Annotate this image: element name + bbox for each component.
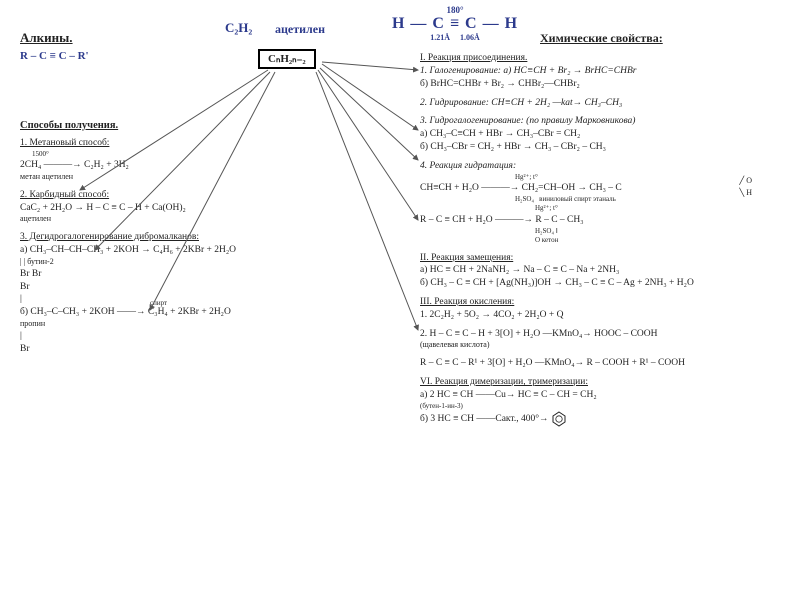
s3-e1: 1. 2C₂H₂ + 5O₂ → 4CO₂ + 2H₂O + Q: [420, 309, 790, 322]
s1-g4r-cond: Hg²⁺; t°: [535, 204, 790, 213]
method-2-eq: CaC₂ + 2H₂O → H – C ≡ C – H + Ca(OH)₂: [20, 202, 330, 215]
general-formula: CₙH₂ₙ₋₂: [258, 49, 316, 69]
s1-g3b: б) CH₃–CBr = CH₂ + HBr → CH₃ – CBr₂ – CH…: [420, 141, 790, 154]
m3-b1: б) CH₃–C–CH₃ + 2KOH ——→ C₃H₄ + 2KBr + 2H…: [20, 307, 231, 317]
sec1-title: I. Реакция присоединения.: [420, 52, 790, 65]
sec4-title: VI. Реакция димеризации, тримеризации:: [420, 376, 790, 389]
s4-a: а) 2 HC ≡ CH ——Cu→ HC ≡ C – CH = CH₂: [420, 390, 597, 400]
s4-a-lab: (бутен-1-ин-3): [420, 402, 790, 411]
s1-g3: 3. Гидрогалогенирование: (по правилу Мар…: [420, 115, 790, 128]
right-column: Химические свойства: I. Реакция присоеди…: [420, 30, 790, 427]
s1-g4r2: H₂SO₄ ‖: [535, 227, 790, 236]
s1-g4h: H: [746, 188, 752, 197]
s1-g4r: R – C ≡ CH + H₂O ———→ R – C – CH₃: [420, 214, 790, 227]
header-c2h2: C₂H₂: [225, 20, 252, 36]
method-1: 1. Метановый способ: 1500° 2CH₄ ———→ C₂H…: [20, 137, 330, 183]
m3-b-bar: |: [20, 293, 330, 306]
m3-b2: пропин: [20, 319, 330, 330]
s2-b: б) CH₃ – C ≡ CH + [Ag(NH₃)]OH → CH₃ – C …: [420, 277, 790, 290]
m3-b-cond: спирт: [150, 299, 167, 308]
m3-b3: |: [20, 330, 330, 343]
methods-title: Способы получения.: [20, 120, 330, 131]
bond-angle: 180°: [370, 5, 540, 15]
method-2-title: 2. Карбидный способ:: [20, 189, 330, 202]
m3-a3: Br Br: [20, 268, 330, 281]
s2-a: а) HC ≡ CH + 2NaNH₂ → Na – C ≡ C – Na + …: [420, 264, 790, 277]
s4-b: б) 3 HC ≡ CH ——Cакт., 400°→: [420, 414, 551, 424]
s1-g3a: а) CH₃–C≡CH + HBr → CH₃–CBr = CH₂: [420, 128, 790, 141]
s1-g4o: O: [746, 176, 752, 185]
method-1-title: 1. Метановый способ:: [20, 137, 330, 150]
s1-g1: 1. Галогенирование: а) HC≡CH + Br₂ → BrH…: [420, 65, 790, 78]
s1-g4r3: O кетон: [535, 236, 790, 245]
s3-e2: 2. H – C ≡ C – H + 3[O] + H₂O —KMnO₄→ HO…: [420, 328, 790, 341]
method-1-labels: метан ацетилен: [20, 172, 330, 183]
m3-a2: | | бутин-2: [20, 257, 330, 268]
s3-e3: R – C ≡ C – R¹ + 3[O] + H₂O —KMnO₄→ R – …: [420, 357, 790, 370]
method-1-eq: 2CH₄ ———→ C₂H₂ + 3H₂: [20, 159, 330, 172]
s1-g1b: б) BrHC=CHBr + Br₂ → CHBr₂—CHBr₂: [420, 78, 790, 91]
s1-g4: 4. Реакция гидратация:: [420, 160, 790, 173]
properties-title: Химические свойства:: [540, 30, 790, 46]
s1-g4lab: виниловый спирт этаналь: [539, 195, 616, 203]
method-1-cond: 1500°: [32, 150, 330, 159]
s1-g2: 2. Гидрирование: CH≡CH + 2H₂ —kat→ CH₃–C…: [420, 98, 622, 108]
benzene-ring-icon: [551, 411, 567, 427]
m3-b4: Br: [20, 343, 330, 356]
s1-g4cond2: H₂SO₄: [515, 195, 534, 203]
method-3-title: 3. Дегидрогалогенирование дибромалканов:: [20, 231, 330, 244]
m3-a1: а) CH₃–CH–CH–CH₃ + 2KOH → C₄H₆ + 2KBr + …: [20, 244, 330, 257]
general-formula-box: CₙH₂ₙ₋₂: [258, 52, 316, 65]
method-2-label: ацетилен: [20, 214, 330, 225]
left-column: Алкины. R – C ≡ C – R' Способы получения…: [20, 30, 330, 355]
m3-b-br-top: Br: [20, 281, 330, 294]
header-acetylene: ацетилен: [275, 22, 325, 37]
method-2: 2. Карбидный способ: CaC₂ + 2H₂O → H – C…: [20, 189, 330, 225]
sec3-title: III. Реакция окисления:: [420, 296, 790, 309]
s3-e2lab: (щавелевая кислота): [420, 340, 790, 351]
method-3: 3. Дегидрогалогенирование дибромалканов:…: [20, 231, 330, 355]
sec2-title: II. Реакция замещения:: [420, 252, 790, 265]
s1-g4eq: CH≡CH + H₂O ———→ CH₂=CH–OH → CH₃ – C: [420, 183, 622, 193]
